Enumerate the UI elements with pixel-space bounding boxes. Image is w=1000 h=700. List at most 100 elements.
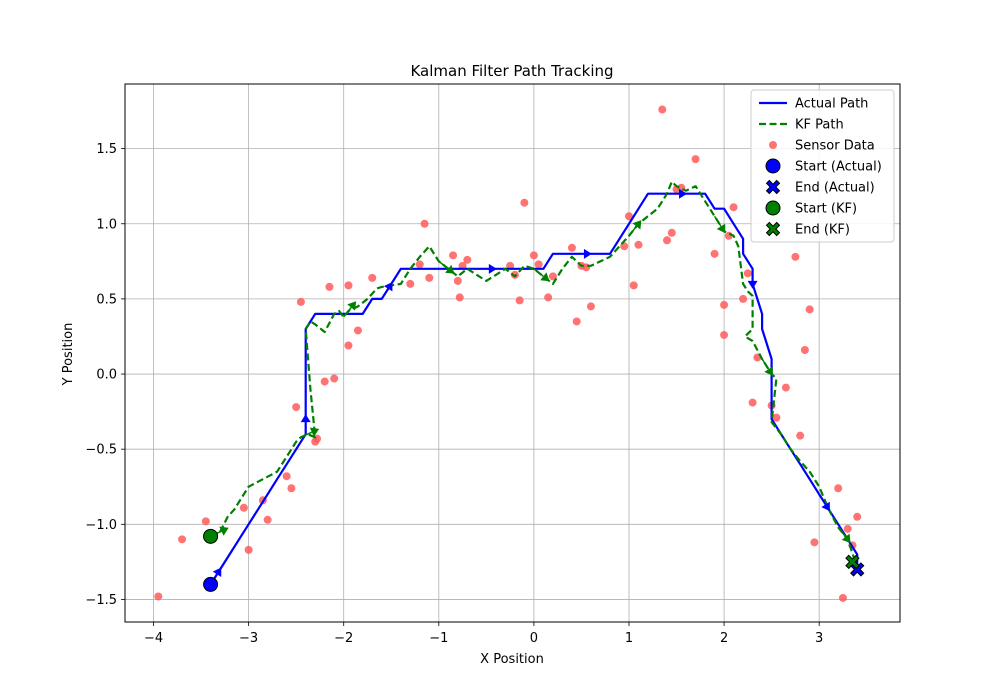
- kf-heading-arrow: [343, 301, 357, 318]
- sensor-point: [667, 228, 676, 237]
- sensor-point: [455, 293, 464, 302]
- legend-swatch-start-actual: [765, 158, 781, 174]
- actual-heading-arrow: [476, 263, 497, 274]
- sensor-point: [629, 281, 638, 290]
- x-axis-label: X Position: [480, 652, 544, 667]
- sensor-point: [800, 345, 809, 354]
- sensor-point: [624, 212, 633, 221]
- sensor-point: [425, 273, 434, 282]
- legend-box: [750, 89, 895, 243]
- sensor-point: [748, 398, 757, 407]
- sensor-point: [330, 374, 339, 383]
- sensor-point: [287, 484, 296, 493]
- legend-label: Start (KF): [795, 202, 857, 217]
- x-tick-label: 3: [815, 631, 823, 646]
- sensor-point: [720, 300, 729, 309]
- y-tick-label: 0.0: [96, 368, 117, 383]
- kf-heading-arrow: [300, 427, 320, 438]
- y-tick-label: 1.0: [96, 217, 117, 232]
- kf-path-line: [210, 180, 857, 563]
- y-tick-label: −1.0: [85, 518, 117, 533]
- sensor-point: [344, 281, 353, 290]
- sensor-point: [582, 263, 591, 272]
- sensor-point: [796, 431, 805, 440]
- sensor-point: [663, 236, 672, 245]
- sensor-point: [781, 383, 790, 392]
- actual-heading-arrow: [300, 414, 311, 435]
- sensor-point: [529, 251, 538, 260]
- legend-swatch-end-actual: [765, 179, 781, 195]
- kf-heading-arrow: [628, 220, 642, 237]
- y-tick-label: 1.5: [96, 142, 117, 157]
- sensor-point: [838, 593, 847, 602]
- sensor-point: [634, 240, 643, 249]
- sensor-point: [729, 203, 738, 212]
- sensor-point: [296, 297, 305, 306]
- sensor-point: [710, 249, 719, 258]
- legend-swatch-start-kf: [765, 200, 781, 216]
- sensor-point: [325, 282, 334, 291]
- legend-label: End (Actual): [795, 181, 875, 196]
- legend-label: Sensor Data: [795, 139, 875, 154]
- actual-path-line: [209, 192, 859, 585]
- sensor-point: [520, 198, 529, 207]
- sensor-point: [292, 403, 301, 412]
- sensor-point: [548, 272, 557, 281]
- kf-heading-arrow: [438, 260, 455, 274]
- sensor-point: [406, 279, 415, 288]
- start-kf-marker: [203, 528, 219, 544]
- x-tick-label: −4: [144, 631, 163, 646]
- sensor-point: [244, 545, 253, 554]
- y-tick-label: −1.5: [85, 593, 117, 608]
- legend-swatch-end-kf: [765, 221, 781, 237]
- kf-heading-arrow: [761, 358, 773, 376]
- sensor-point: [691, 155, 700, 164]
- legend: Actual Path KF Path Sensor Data Start (Actu…: [750, 89, 895, 243]
- sensor-point: [320, 377, 329, 386]
- sensor-point: [368, 273, 377, 282]
- sensor-point: [463, 255, 472, 264]
- actual-heading-arrow: [667, 188, 688, 199]
- legend-label: KF Path: [795, 118, 844, 133]
- sensor-point: [453, 276, 462, 285]
- sensor-point: [239, 503, 248, 512]
- sensor-point: [834, 484, 843, 493]
- sensor-point: [178, 535, 187, 544]
- sensor-point: [658, 105, 667, 114]
- y-axis-label: Y Position: [61, 323, 76, 387]
- sensor-point: [586, 302, 595, 311]
- sensor-point: [449, 251, 458, 260]
- sensor-point: [805, 305, 814, 314]
- actual-heading-arrow: [381, 281, 393, 300]
- legend-label: End (KF): [795, 223, 850, 238]
- sensor-point: [534, 260, 543, 269]
- sensor-point: [810, 538, 819, 547]
- sensor-point: [154, 592, 163, 601]
- sensor-point: [843, 524, 852, 533]
- sensor-point: [282, 472, 291, 481]
- sensor-point: [772, 413, 781, 422]
- end-kf-marker: [845, 554, 860, 570]
- x-tick-label: −3: [239, 631, 258, 646]
- chart-title: Kalman Filter Path Tracking: [410, 62, 613, 80]
- kf-heading-arrow: [713, 215, 726, 234]
- sensor-point: [567, 243, 576, 252]
- kf-heading-arrow: [533, 268, 550, 282]
- sensor-point: [415, 260, 424, 269]
- start-actual-marker: [203, 576, 219, 592]
- actual-heading-arrow: [818, 493, 830, 512]
- sensor-point: [853, 512, 862, 521]
- sensor-point: [739, 294, 748, 303]
- sensor-point: [353, 326, 362, 335]
- x-tick-label: 0: [530, 631, 538, 646]
- y-tick-label: 0.5: [96, 292, 117, 307]
- x-tick-label: −1: [429, 631, 448, 646]
- x-tick-label: −2: [334, 631, 353, 646]
- axis-ticks: −4 −3 −2 −1 0 1 2 3 −1.5 −1.0 −0.5 0.0 0.5 1.0 1.5: [85, 142, 823, 646]
- sensor-point: [515, 296, 524, 305]
- sensor-point: [263, 515, 272, 524]
- y-tick-label: −0.5: [85, 443, 117, 458]
- x-tick-label: 1: [625, 631, 633, 646]
- sensor-point: [743, 269, 752, 278]
